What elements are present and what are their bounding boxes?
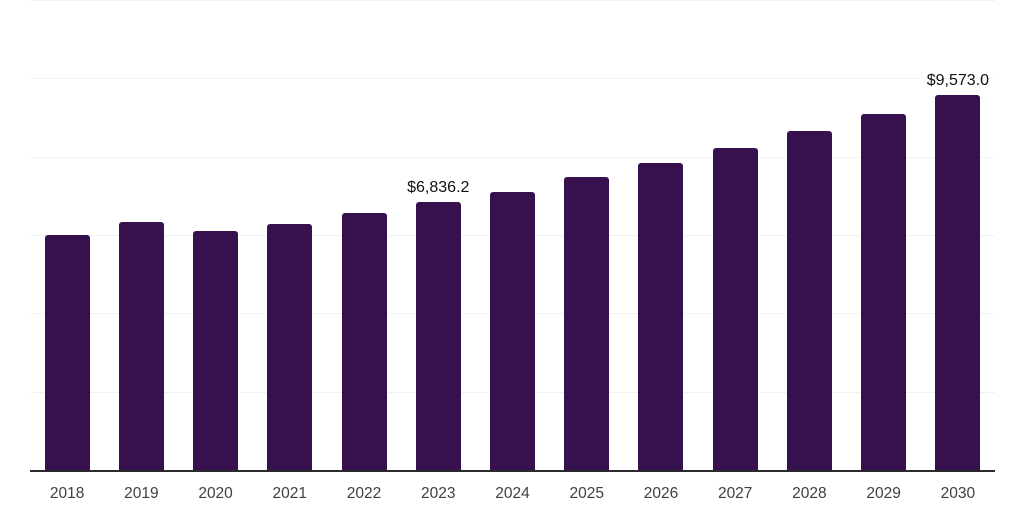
x-tick-label-2027: 2027 — [717, 485, 753, 502]
bar-2025[interactable] — [564, 177, 610, 470]
bar-2024[interactable] — [490, 191, 535, 470]
bar-value-label-2030: $9,573.0 — [926, 72, 990, 90]
gridline — [30, 156, 995, 158]
bar-2030[interactable] — [935, 95, 981, 470]
x-tick-label-2023: 2023 — [421, 485, 456, 502]
x-tick-label-2030: 2030 — [940, 485, 976, 502]
x-tick-label-2024: 2024 — [495, 485, 530, 502]
x-tick-label-2022: 2022 — [346, 485, 382, 502]
bar-2027[interactable] — [712, 148, 758, 470]
x-tick-label-2029: 2029 — [866, 485, 901, 502]
bar-2020[interactable] — [193, 231, 239, 470]
bar-2019[interactable] — [118, 222, 164, 470]
x-tick-label-2020: 2020 — [198, 485, 233, 502]
plot-area: $6,836.2 $9,573.0 — [30, 0, 995, 472]
bar-2023[interactable] — [415, 202, 461, 470]
x-tick-label-2028: 2028 — [792, 485, 827, 502]
gridline — [30, 78, 995, 80]
gridline — [30, 0, 995, 1]
bar-value-label-2023: $6,836.2 — [407, 179, 470, 197]
x-tick-label-2021: 2021 — [272, 485, 308, 502]
bar-2018[interactable] — [44, 234, 90, 470]
bar-2026[interactable] — [638, 162, 684, 470]
x-tick-label-2018: 2018 — [49, 485, 85, 502]
bar-2021[interactable] — [267, 223, 313, 470]
x-axis: 2018 2019 2020 2021 2022 2023 2024 2025 2026 2027… — [30, 484, 995, 508]
bar-2028[interactable] — [786, 130, 832, 470]
bar-2029[interactable] — [861, 113, 907, 470]
x-tick-label-2019: 2019 — [124, 485, 159, 502]
x-tick-label-2025: 2025 — [569, 485, 604, 502]
x-tick-label-2026: 2026 — [643, 485, 679, 502]
bar-2022[interactable] — [341, 213, 387, 470]
